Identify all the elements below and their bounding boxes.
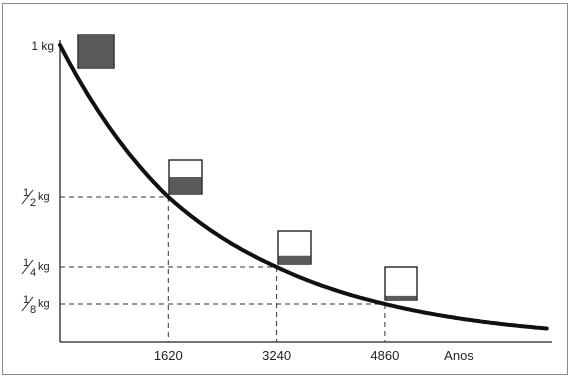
- x-tick-label-1: 3240: [262, 348, 291, 363]
- y-tick-unit-3: kg: [38, 298, 50, 310]
- y-tick-unit-2: kg: [38, 261, 50, 273]
- y-tick-fraction-slash-2: [21, 259, 34, 275]
- sample-box-3: [384, 266, 418, 301]
- y-tick-numerator-1: 1: [23, 187, 29, 199]
- y-tick-label-0: 1 kg: [31, 39, 54, 53]
- y-tick-denominator-2: 4: [30, 267, 36, 279]
- y-tick-denominator-3: 8: [30, 304, 36, 316]
- y-tick-numerator-2: 1: [23, 257, 29, 269]
- sample-fill-1: [169, 177, 202, 194]
- sample-fill-2: [278, 255, 311, 264]
- y-tick-fraction-slash-1: [21, 189, 34, 205]
- x-axis-label: Anos: [444, 348, 474, 363]
- x-tick-label-0: 1620: [154, 348, 183, 363]
- sample-fill-0: [78, 35, 114, 68]
- x-tick-label-2: 4860: [370, 348, 399, 363]
- y-tick-fraction-slash-3: [21, 296, 34, 312]
- sample-fill-3: [385, 295, 417, 300]
- y-tick-unit-1: kg: [38, 191, 50, 203]
- y-tick-denominator-1: 2: [30, 197, 36, 209]
- y-tick-numerator-3: 1: [23, 294, 29, 306]
- decay-curve: [58, 43, 549, 331]
